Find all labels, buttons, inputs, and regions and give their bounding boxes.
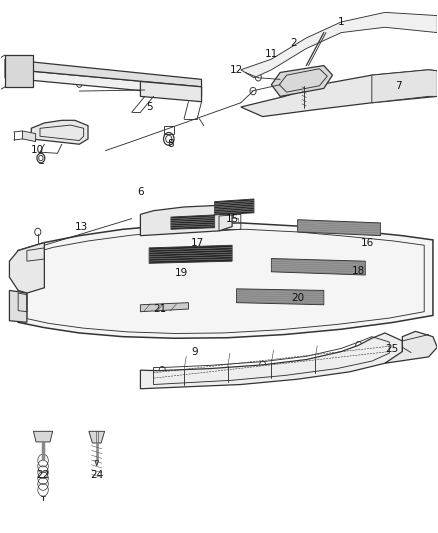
Text: 16: 16	[361, 238, 374, 247]
Polygon shape	[272, 259, 365, 275]
Polygon shape	[372, 70, 437, 103]
Polygon shape	[237, 289, 324, 305]
Text: 19: 19	[175, 268, 188, 278]
Polygon shape	[241, 12, 437, 78]
Text: 15: 15	[226, 214, 239, 224]
Text: 2: 2	[290, 38, 297, 48]
Bar	[221, 218, 238, 228]
Polygon shape	[297, 220, 381, 236]
Polygon shape	[22, 131, 35, 142]
Polygon shape	[5, 55, 33, 87]
Polygon shape	[171, 215, 215, 229]
Polygon shape	[141, 333, 403, 389]
Text: 9: 9	[192, 346, 198, 357]
Polygon shape	[10, 243, 44, 293]
Polygon shape	[89, 431, 105, 443]
Text: 13: 13	[75, 222, 88, 232]
Polygon shape	[241, 70, 437, 117]
Text: 11: 11	[265, 49, 278, 59]
Polygon shape	[141, 303, 188, 312]
Polygon shape	[31, 120, 88, 144]
Text: 18: 18	[352, 266, 365, 276]
Polygon shape	[18, 223, 433, 338]
Polygon shape	[5, 69, 201, 96]
Text: 12: 12	[230, 65, 243, 75]
Text: 24: 24	[90, 470, 103, 480]
Text: 5: 5	[146, 102, 152, 112]
Text: 1: 1	[338, 17, 345, 27]
Text: 10: 10	[31, 144, 44, 155]
Polygon shape	[141, 205, 232, 236]
Polygon shape	[5, 59, 201, 87]
Text: 6: 6	[137, 187, 144, 197]
Bar	[8, 62, 29, 83]
Polygon shape	[272, 66, 332, 96]
Text: 20: 20	[291, 293, 304, 303]
Text: 7: 7	[395, 81, 401, 91]
Polygon shape	[149, 245, 232, 263]
Polygon shape	[141, 82, 201, 102]
Text: 22: 22	[36, 470, 49, 480]
Polygon shape	[33, 431, 53, 442]
Polygon shape	[385, 332, 437, 364]
Polygon shape	[95, 461, 99, 466]
Polygon shape	[10, 290, 27, 322]
Bar	[164, 126, 173, 134]
Bar	[158, 215, 210, 228]
Polygon shape	[215, 199, 254, 215]
Text: 17: 17	[191, 238, 204, 247]
Text: 8: 8	[168, 139, 174, 149]
Text: 21: 21	[153, 304, 167, 314]
Text: 25: 25	[385, 344, 398, 354]
